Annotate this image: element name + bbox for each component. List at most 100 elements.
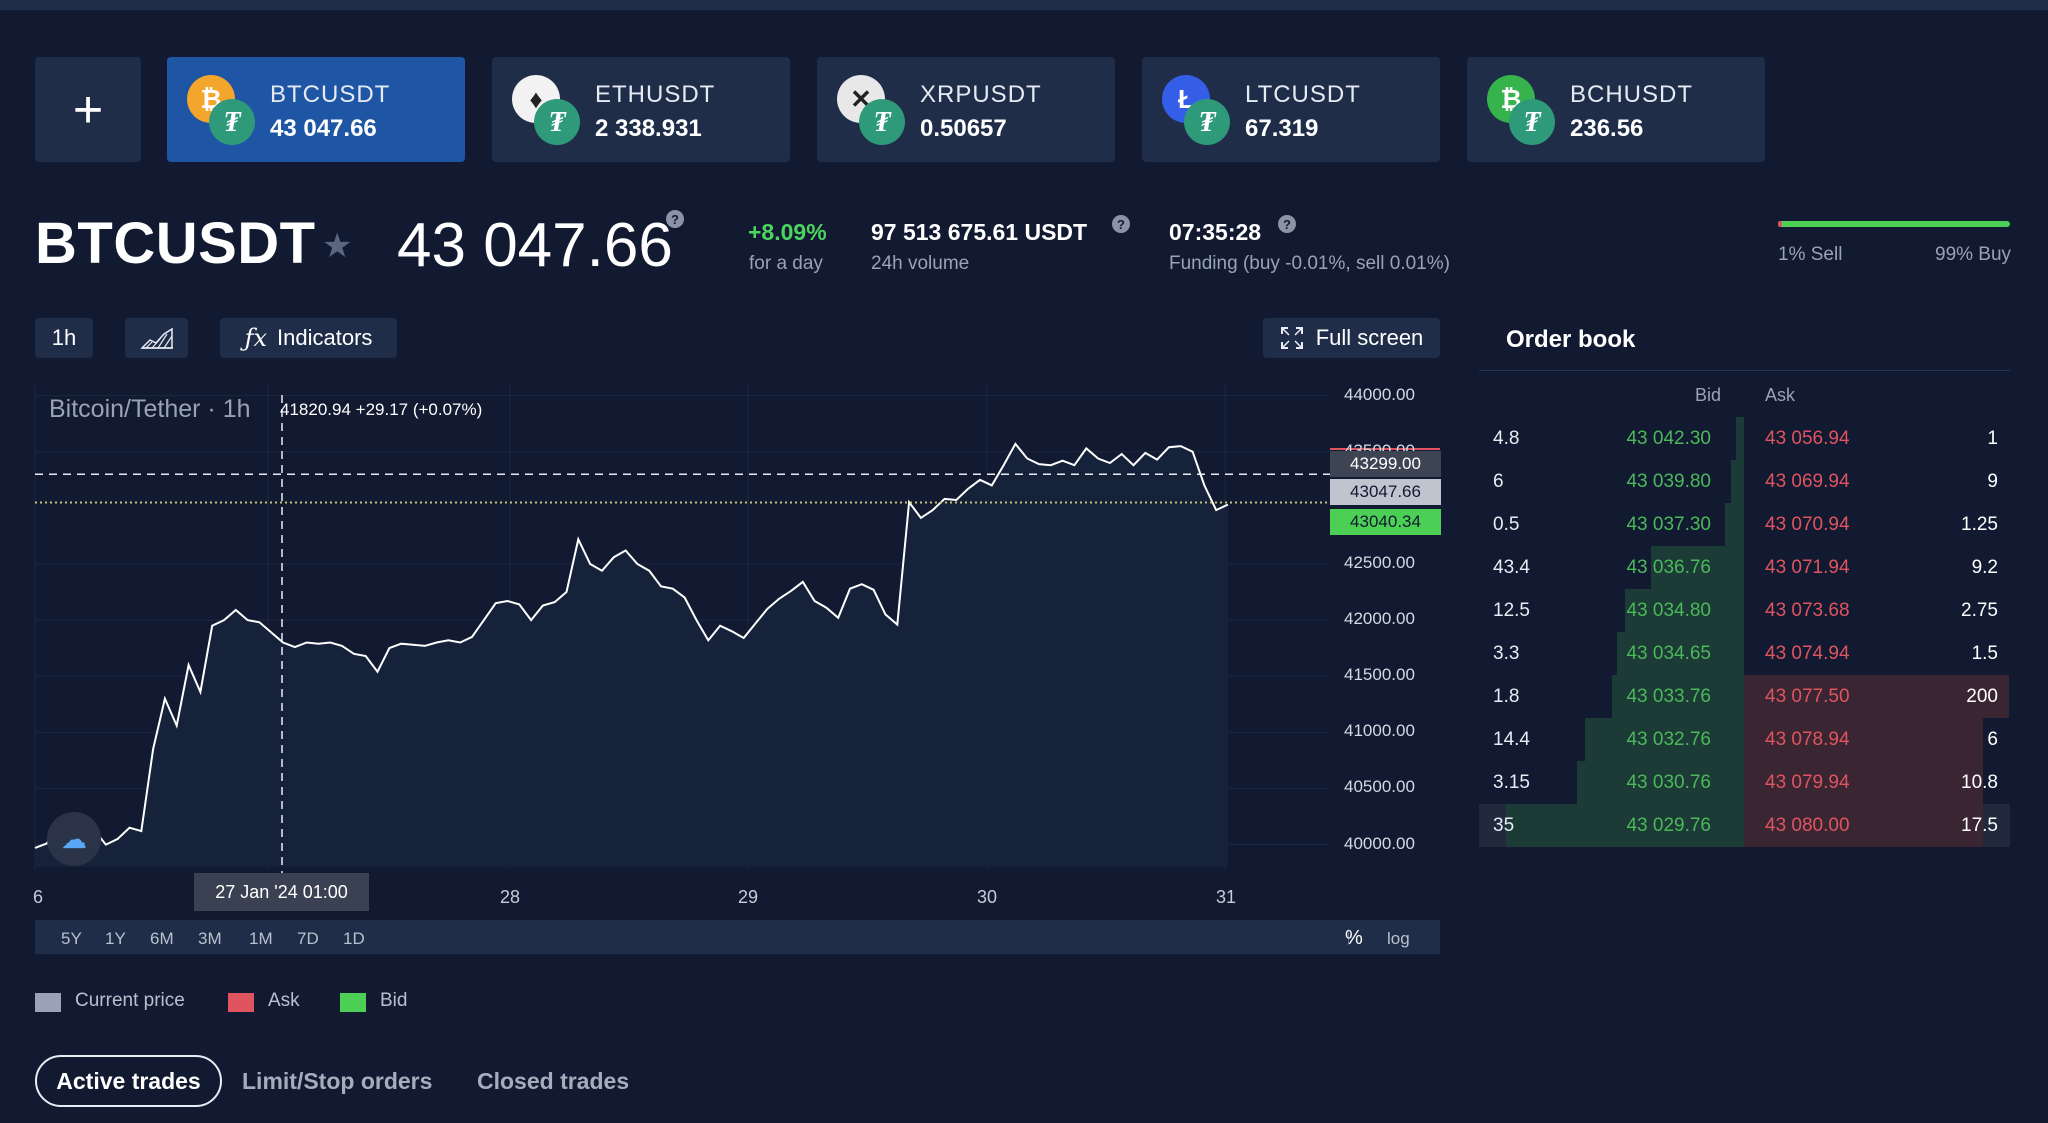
bid-depth-bar — [1651, 546, 1744, 589]
ticker-price: 236.56 — [1570, 115, 1644, 142]
bid-header: Bid — [1695, 385, 1722, 405]
x-tick-label: 29 — [738, 887, 759, 907]
buy-ratio-label: 99% Buy — [1935, 244, 2012, 265]
add-pair-button[interactable]: + — [35, 57, 141, 162]
ticker-xrpusdt[interactable]: ✕ ₮ XRPUSDT 0.50657 — [817, 57, 1115, 162]
order-book-divider — [1479, 370, 2010, 371]
range-1y[interactable]: 1Y — [105, 929, 126, 948]
y-tick-label: 42000.00 — [1344, 609, 1415, 629]
order-book-row[interactable]: 6 43 039.80 43 069.94 9 — [1479, 460, 2010, 503]
ask-size: 6 — [1987, 729, 1998, 750]
price-line — [34, 442, 1229, 849]
ask-price: 43 071.94 — [1765, 557, 1850, 578]
order-book-row[interactable]: 0.5 43 037.30 43 070.94 1.25 — [1479, 503, 2010, 546]
order-size: 3.15 — [1493, 772, 1530, 793]
ticker-ltcusdt[interactable]: Ł ₮ LTCUSDT 67.319 — [1142, 57, 1440, 162]
ask-price: 43 077.50 — [1765, 686, 1850, 707]
range-7d[interactable]: 7D — [297, 929, 319, 948]
sell-ratio-label: 1% Sell — [1778, 244, 1843, 265]
bid-depth-bar — [1585, 718, 1744, 761]
chart-logo-icon[interactable]: ☁ — [47, 812, 101, 866]
y-tick-label: 41000.00 — [1344, 721, 1415, 741]
legend-swatch-current-price — [35, 993, 61, 1012]
ask-price: 43 080.00 — [1765, 815, 1850, 836]
tab-closed-trades[interactable]: Closed trades — [477, 1067, 630, 1094]
order-book-row[interactable]: 1.8 43 033.76 43 077.50 200 — [1479, 675, 2010, 718]
interval-button[interactable]: 1h — [35, 318, 93, 358]
range-5y[interactable]: 5Y — [61, 929, 82, 948]
order-book-row[interactable]: 14.4 43 032.76 43 078.94 6 — [1479, 718, 2010, 761]
fullscreen-icon — [1280, 327, 1303, 349]
favorite-star-icon[interactable]: ★ — [322, 227, 353, 265]
tether-icon: ₮ — [1184, 99, 1230, 145]
legend-label: Current price — [75, 990, 185, 1011]
legend-label: Bid — [380, 990, 408, 1011]
order-size: 12.5 — [1493, 600, 1530, 621]
current-price: 43 047.66 — [397, 211, 673, 280]
ticker-bchusdt[interactable]: ₿ ₮ BCHUSDT 236.56 — [1467, 57, 1765, 162]
x-tick-label: 31 — [1216, 887, 1237, 907]
bid-price: 43 034.80 — [1626, 600, 1711, 621]
tether-icon: ₮ — [209, 99, 255, 145]
bid-depth-bar — [1736, 417, 1744, 460]
ticker-ethusdt[interactable]: ♦ ₮ ETHUSDT 2 338.931 — [492, 57, 790, 162]
fullscreen-button[interactable]: Full screen — [1263, 318, 1440, 358]
indicators-button[interactable]: ƒx Indicators — [220, 318, 397, 358]
chart-type-button[interactable] — [125, 318, 188, 358]
ask-depth-bar — [1744, 761, 1983, 804]
ticker-symbol: XRPUSDT — [920, 81, 1042, 108]
pair-title: BTCUSDT — [35, 211, 316, 276]
range-1m[interactable]: 1M — [249, 929, 273, 948]
ask-price: 43 069.94 — [1765, 471, 1850, 492]
y-tick-label: 41500.00 — [1344, 665, 1415, 685]
bid-depth-bar — [1611, 675, 1744, 718]
price-chart[interactable] — [0, 370, 1440, 910]
order-size: 35 — [1493, 815, 1515, 836]
x-tick-label: 6 — [33, 887, 44, 907]
order-book-row[interactable]: 35 43 029.76 43 080.00 17.5 — [1479, 804, 2010, 847]
bid-price: 43 032.76 — [1626, 729, 1711, 750]
funding-help-icon[interactable]: ? — [1278, 215, 1296, 233]
ticker-btcusdt[interactable]: ₿ ₮ BTCUSDT 43 047.66 — [167, 57, 465, 162]
ask-size: 17.5 — [1961, 815, 1998, 836]
percent-toggle[interactable]: % — [1345, 927, 1363, 949]
range-3m[interactable]: 3M — [198, 929, 222, 948]
order-book-row[interactable]: 12.5 43 034.80 43 073.68 2.75 — [1479, 589, 2010, 632]
ticker-price: 67.319 — [1245, 115, 1319, 142]
area-chart-icon — [139, 327, 173, 349]
order-book-row[interactable]: 43.4 43 036.76 43 071.94 9.2 — [1479, 546, 2010, 589]
ask-depth-bar — [1744, 675, 2009, 718]
bid-depth-bar — [1577, 761, 1744, 804]
volume-value: 97 513 675.61 USDT — [871, 219, 1088, 245]
bid-price: 43 036.76 — [1626, 557, 1711, 578]
log-toggle[interactable]: log — [1387, 929, 1410, 948]
price-area — [35, 443, 1228, 867]
ask-size: 2.75 — [1961, 600, 1998, 621]
order-book-row[interactable]: 3.3 43 034.65 43 074.94 1.5 — [1479, 632, 2010, 675]
tether-icon: ₮ — [1509, 99, 1555, 145]
tab-limit-stop-orders[interactable]: Limit/Stop orders — [242, 1067, 433, 1094]
order-book-row[interactable]: 3.15 43 030.76 43 079.94 10.8 — [1479, 761, 2010, 804]
tether-icon: ₮ — [859, 99, 905, 145]
price-help-icon[interactable]: ? — [666, 210, 684, 228]
range-selector: 5Y 1Y 6M 3M 1M 7D 1D % log — [35, 920, 1440, 954]
volume-help-icon[interactable]: ? — [1112, 215, 1130, 233]
funding-label: Funding (buy -0.01%, sell 0.01%) — [1169, 253, 1450, 274]
order-size: 3.3 — [1493, 643, 1520, 664]
ask-price: 43 074.94 — [1765, 643, 1850, 664]
order-book-row[interactable]: 4.8 43 042.30 43 056.94 1 — [1479, 417, 2010, 460]
range-6m[interactable]: 6M — [150, 929, 174, 948]
bid-price: 43 042.30 — [1626, 428, 1711, 449]
ask-price: 43 070.94 — [1765, 514, 1850, 535]
ask-price: 43 079.94 — [1765, 772, 1850, 793]
bid-price: 43 037.30 — [1626, 514, 1711, 535]
top-strip — [0, 0, 2048, 10]
bid-price: 43 030.76 — [1626, 772, 1711, 793]
tab-active-trades[interactable]: Active trades — [35, 1055, 222, 1107]
ask-size: 10.8 — [1961, 772, 1998, 793]
ticker-symbol: BTCUSDT — [270, 81, 391, 108]
ask-size: 1.5 — [1971, 643, 1998, 664]
x-tick-label: 28 — [500, 887, 521, 907]
bid-price: 43 039.80 — [1626, 471, 1711, 492]
range-1d[interactable]: 1D — [343, 929, 365, 948]
